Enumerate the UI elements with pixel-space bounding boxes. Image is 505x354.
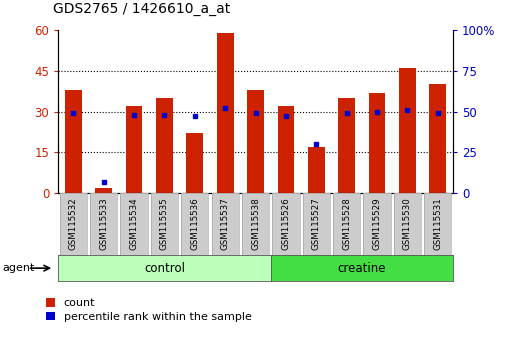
Bar [429,84,445,193]
Text: GSM115530: GSM115530 [402,198,411,250]
Text: GSM115526: GSM115526 [281,198,290,250]
Bar [307,147,324,193]
Text: GSM115538: GSM115538 [250,198,260,250]
Bar [398,68,415,193]
Bar [186,133,203,193]
Bar [156,98,173,193]
Text: GSM115535: GSM115535 [160,198,169,250]
Text: GSM115534: GSM115534 [129,198,138,250]
Bar [65,90,82,193]
Bar [368,92,385,193]
Text: GSM115533: GSM115533 [99,198,108,250]
Bar [95,188,112,193]
Legend: count, percentile rank within the sample: count, percentile rank within the sample [46,298,251,322]
Text: GSM115537: GSM115537 [220,198,229,250]
Text: GSM115536: GSM115536 [190,198,199,250]
Text: GSM115529: GSM115529 [372,198,381,250]
Text: GSM115532: GSM115532 [69,198,78,250]
Bar [277,106,294,193]
Bar [337,98,355,193]
Text: GSM115528: GSM115528 [341,198,350,250]
Text: agent: agent [3,263,35,273]
Text: GSM115527: GSM115527 [311,198,320,250]
Text: creatine: creatine [337,262,385,275]
Bar [126,106,142,193]
Bar [217,33,233,193]
Bar [247,90,264,193]
Text: GSM115531: GSM115531 [432,198,441,250]
Text: control: control [143,262,185,275]
Text: GDS2765 / 1426610_a_at: GDS2765 / 1426610_a_at [53,2,230,16]
